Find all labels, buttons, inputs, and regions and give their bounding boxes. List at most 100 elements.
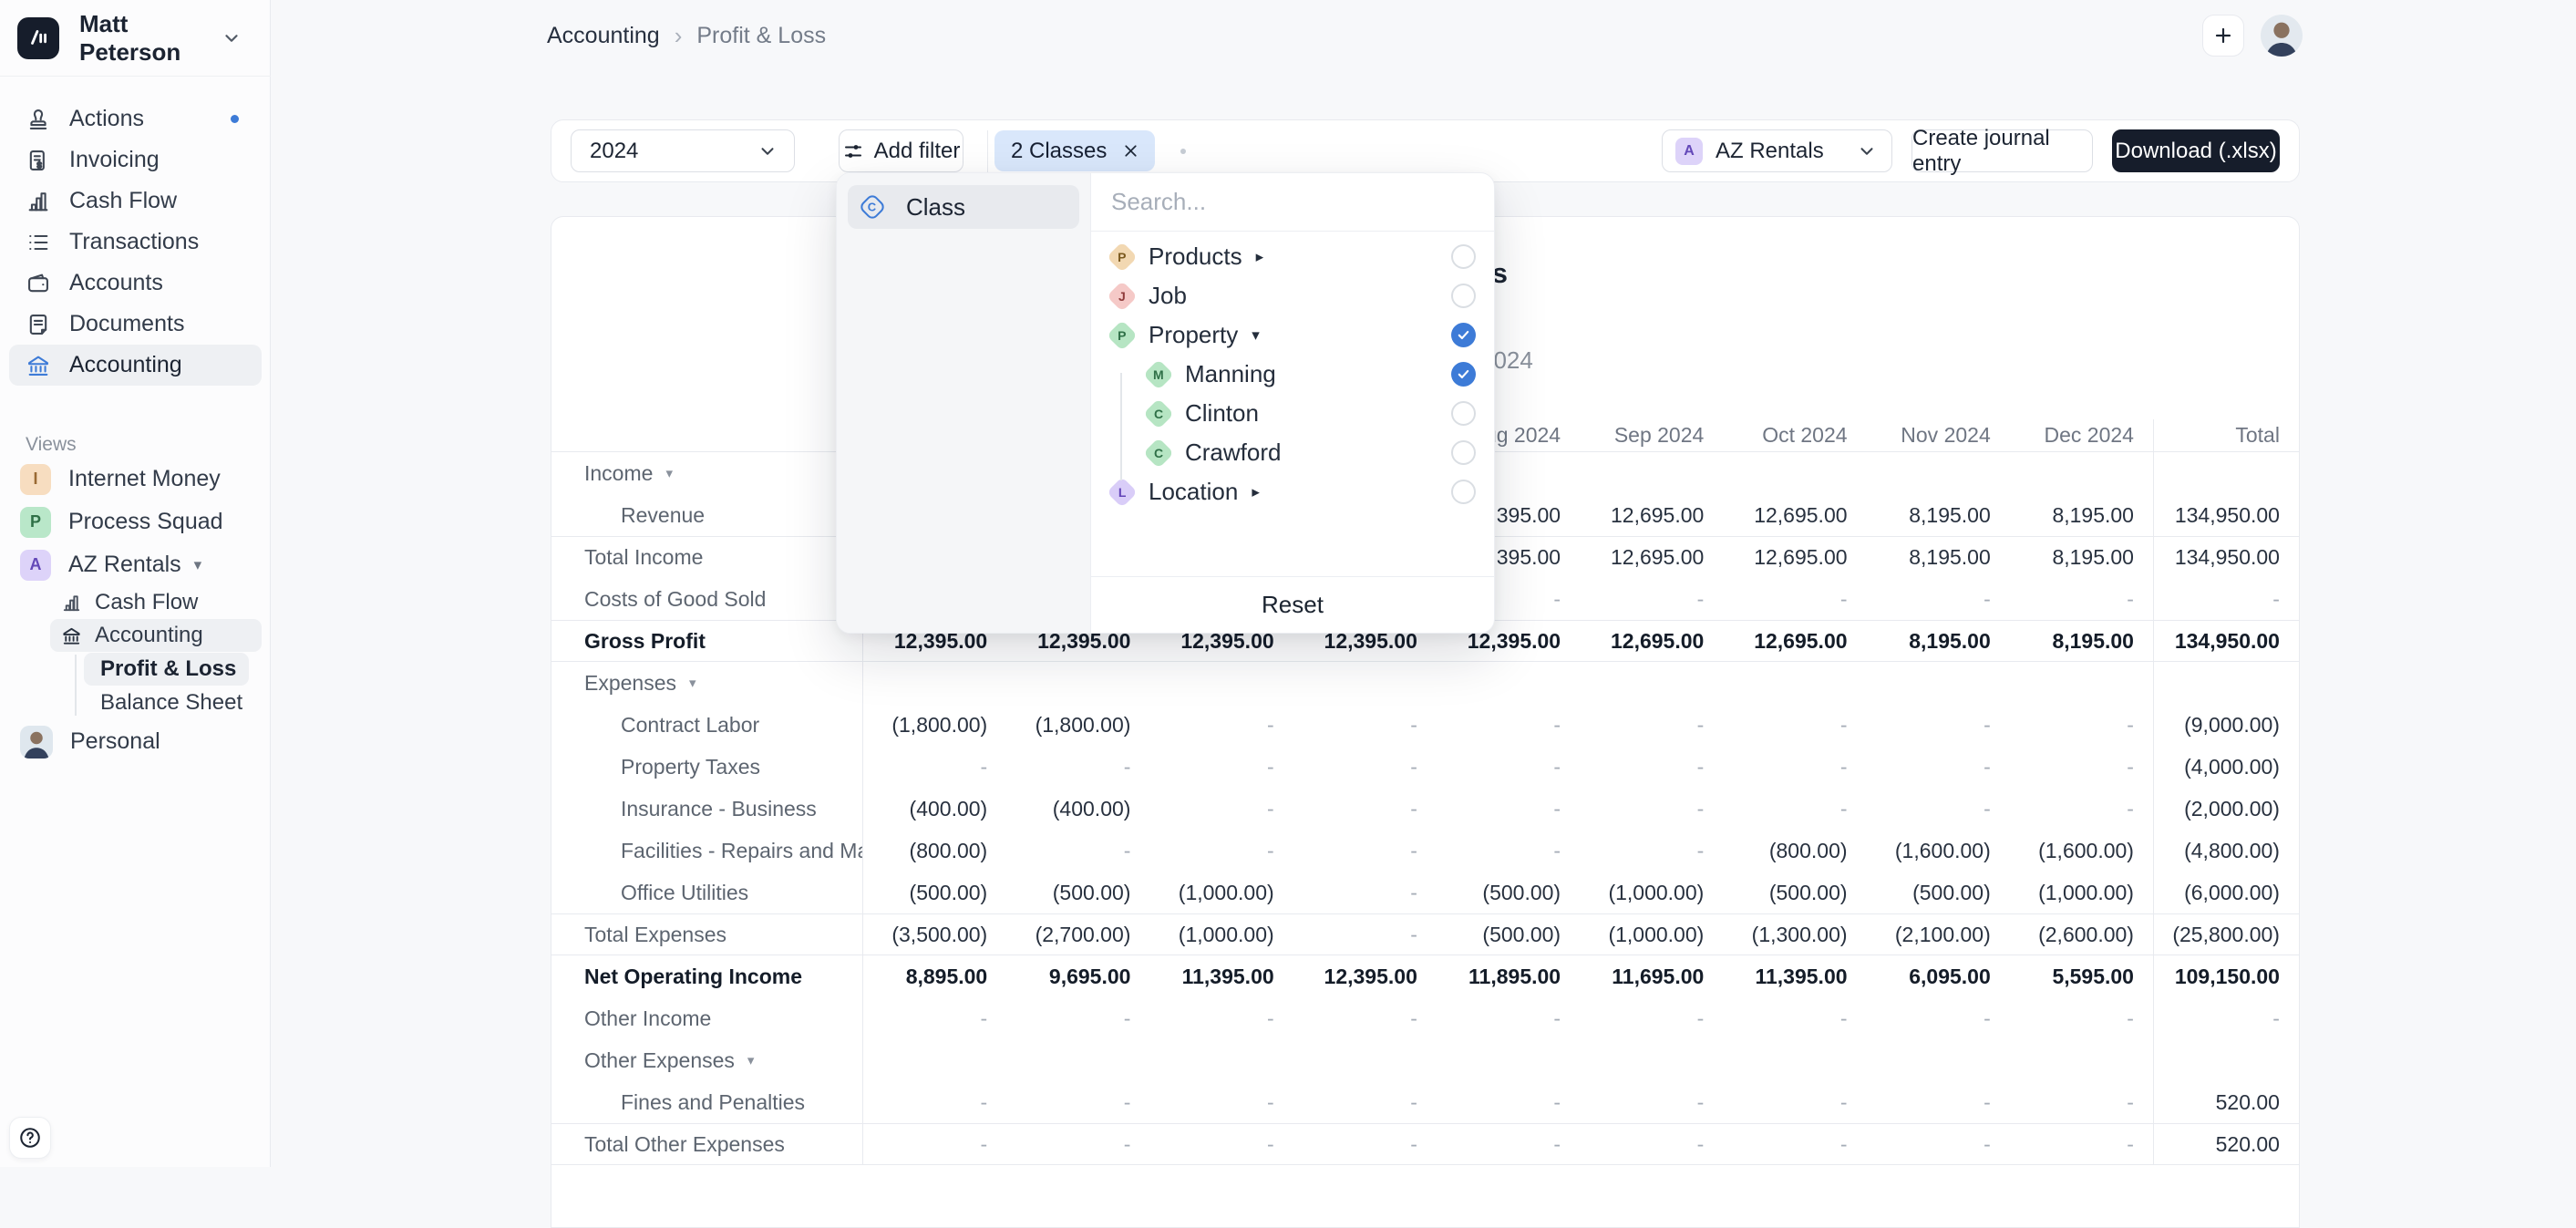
search-input[interactable] xyxy=(1111,188,1474,216)
table-row-net-operating-income: Net Operating Income 8,895.00 9,695.00 11,3… xyxy=(551,955,2299,997)
unchecked-toggle[interactable] xyxy=(1451,440,1476,465)
cell: - xyxy=(1553,838,1561,862)
unchecked-toggle[interactable] xyxy=(1451,401,1476,426)
cell: - xyxy=(1266,838,1274,862)
sidebar-item-accounts[interactable]: Accounts xyxy=(9,263,262,304)
cell: 12,695.00 xyxy=(1610,502,1705,527)
breadcrumb: Accounting › Profit & Loss xyxy=(547,22,826,50)
view-subitem-cash-flow[interactable]: Cash Flow xyxy=(50,586,262,619)
view-item-az-rentals[interactable]: A AZ Rentals ▾ xyxy=(9,543,262,586)
unchecked-toggle[interactable] xyxy=(1451,284,1476,308)
table-row-other-income: Other Income - - - - - - - - - - xyxy=(551,997,2299,1039)
filter-item-job[interactable]: J Job xyxy=(1091,276,1494,315)
user-avatar[interactable] xyxy=(2261,15,2303,57)
cell: - xyxy=(1553,586,1561,611)
add-filter-button[interactable]: Add filter xyxy=(839,129,963,172)
row-label: Income ▾ xyxy=(551,452,863,494)
view-leaf-profit-loss[interactable]: Profit & Loss xyxy=(84,653,249,686)
sidebar-item-documents[interactable]: Documents xyxy=(9,304,262,345)
table-row-other-expenses: Other Expenses ▾ xyxy=(551,1039,2299,1081)
sidebar-item-invoicing[interactable]: Invoicing xyxy=(9,139,262,181)
breadcrumb-parent[interactable]: Accounting xyxy=(547,23,660,48)
sidebar-item-cash-flow[interactable]: Cash Flow xyxy=(9,181,262,222)
filter-item-property[interactable]: P Property ▾ xyxy=(1091,315,1494,355)
cell: 11,395.00 xyxy=(1755,964,1848,988)
filter-item-location[interactable]: L Location ▸ xyxy=(1091,472,1494,511)
filter-item-manning[interactable]: M Manning xyxy=(1091,355,1494,394)
filter-item-clinton[interactable]: C Clinton xyxy=(1091,394,1494,433)
unchecked-toggle[interactable] xyxy=(1451,480,1476,504)
section-collapse-caret[interactable]: ▾ xyxy=(665,466,673,481)
cell: - xyxy=(1696,796,1705,820)
view-subitem-accounting[interactable]: Accounting xyxy=(50,619,262,652)
view-item-process-squad[interactable]: P Process Squad xyxy=(9,500,262,543)
view-subitem-label: Accounting xyxy=(95,623,203,647)
unchecked-toggle[interactable] xyxy=(1451,244,1476,269)
cell: - xyxy=(1410,754,1417,779)
add-button[interactable] xyxy=(2202,15,2244,57)
cell: - xyxy=(1839,586,1848,611)
cell: - xyxy=(980,1131,988,1156)
sidebar-item-accounting[interactable]: Accounting xyxy=(9,345,262,386)
caret-right-icon[interactable]: ▸ xyxy=(1252,482,1260,500)
row-label: Net Operating Income xyxy=(551,955,863,997)
filter-category-class[interactable]: C Class xyxy=(848,185,1079,229)
cell: 12,695.00 xyxy=(1610,628,1705,653)
view-leaf-label: Profit & Loss xyxy=(100,656,237,681)
cell: - xyxy=(1410,1089,1417,1114)
download-xlsx-button[interactable]: Download (.xlsx) xyxy=(2112,129,2280,172)
filter-item-products[interactable]: P Products ▸ xyxy=(1091,237,1494,276)
cell: (800.00) xyxy=(909,838,988,862)
cell: - xyxy=(1553,796,1561,820)
caret-down-icon[interactable]: ▾ xyxy=(193,555,202,573)
filter-item-label: Manning xyxy=(1185,360,1276,387)
sidebar-item-label: Documents xyxy=(69,311,185,336)
breadcrumb-current: Profit & Loss xyxy=(696,23,827,48)
company-select-value: AZ Rentals xyxy=(1716,138,1824,163)
sidebar-item-label: Cash Flow xyxy=(69,188,178,213)
table-row-office-utilities: Office Utilities (500.00) (500.00) (1,000.0… xyxy=(551,872,2299,913)
user-name: Matt Peterson xyxy=(79,9,181,66)
list-icon xyxy=(25,230,52,255)
table-row-costs-of-good-sold: Costs of Good Sold - - - - - - xyxy=(551,578,2299,620)
checked-toggle[interactable] xyxy=(1451,323,1476,347)
cell: - xyxy=(1696,712,1705,737)
cell: 12,695.00 xyxy=(1754,545,1848,569)
caret-right-icon[interactable]: ▸ xyxy=(1255,247,1264,265)
sidebar-item-actions[interactable]: Actions xyxy=(9,98,262,139)
view-item-personal[interactable]: Personal xyxy=(9,720,262,763)
year-select[interactable]: 2024 xyxy=(571,129,795,172)
filter-item-crawford[interactable]: C Crawford xyxy=(1091,433,1494,472)
cell-total: (9,000.00) xyxy=(2152,704,2299,746)
company-select[interactable]: A AZ Rentals xyxy=(1662,129,1892,172)
reset-button[interactable]: Reset xyxy=(1091,576,1494,633)
table-row-expenses: Expenses ▾ xyxy=(551,662,2299,704)
class-icon: C xyxy=(858,192,887,222)
classes-filter-chip[interactable]: 2 Classes xyxy=(994,130,1156,171)
cell: 8,195.00 xyxy=(2052,545,2134,569)
caret-down-icon[interactable]: ▾ xyxy=(1252,325,1260,344)
section-collapse-caret[interactable]: ▾ xyxy=(689,676,696,691)
cell: 8,195.00 xyxy=(2052,628,2134,653)
create-journal-entry-button[interactable]: Create journal entry xyxy=(1911,126,2093,176)
cell-total: (25,800.00) xyxy=(2152,914,2299,955)
sliders-icon xyxy=(844,144,861,158)
close-icon[interactable] xyxy=(1121,141,1140,160)
class-badge: P xyxy=(1107,241,1138,273)
bank-icon xyxy=(59,625,83,646)
cell: - xyxy=(1266,1006,1274,1030)
cell-total: (4,800.00) xyxy=(2152,830,2299,872)
cell: (500.00) xyxy=(1768,880,1848,904)
view-item-internet-money[interactable]: I Internet Money xyxy=(9,458,262,500)
workspace-switcher[interactable]: Matt Peterson xyxy=(0,0,271,77)
checked-toggle[interactable] xyxy=(1451,362,1476,387)
cell-total xyxy=(2152,1039,2299,1081)
cell: - xyxy=(980,1006,988,1030)
cell-total: (6,000.00) xyxy=(2152,872,2299,913)
view-badge: A xyxy=(20,549,51,581)
sidebar-item-transactions[interactable]: Transactions xyxy=(9,222,262,263)
help-button[interactable] xyxy=(9,1117,51,1159)
view-leaf-balance-sheet[interactable]: Balance Sheet xyxy=(84,686,249,719)
section-collapse-caret[interactable]: ▾ xyxy=(747,1053,755,1068)
search-row xyxy=(1091,173,1494,232)
